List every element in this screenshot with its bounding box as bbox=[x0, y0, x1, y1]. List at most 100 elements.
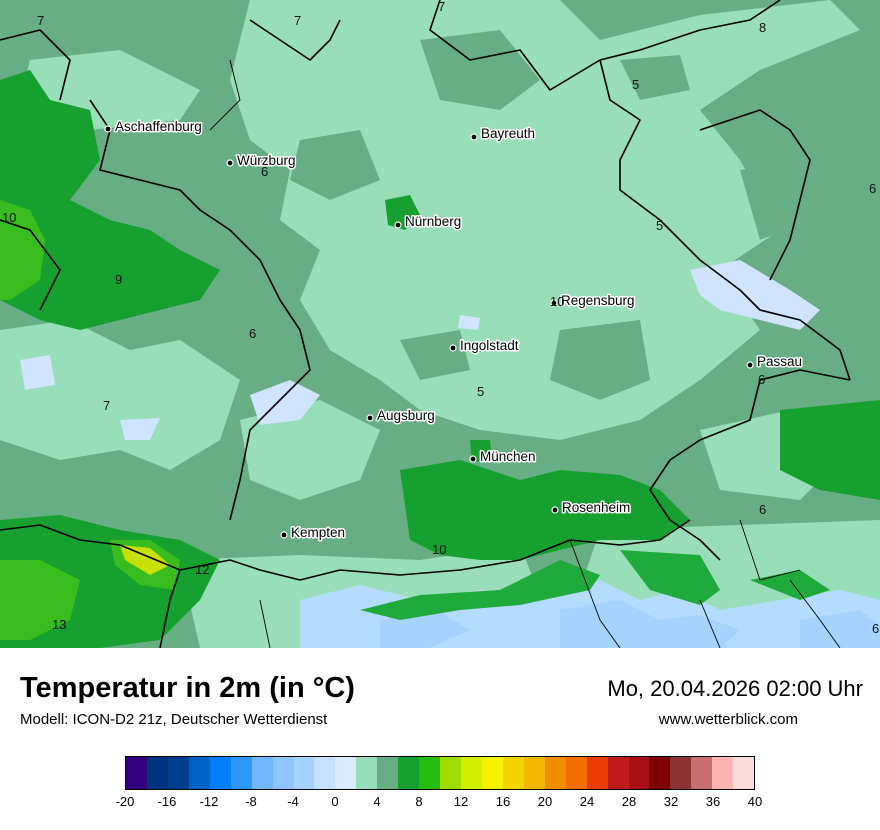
iso-label: 10 bbox=[604, 500, 618, 515]
color-scale bbox=[125, 756, 755, 790]
website-link[interactable]: www.wetterblick.com bbox=[658, 711, 798, 728]
color-scale-tick: 32 bbox=[663, 794, 679, 809]
city-label: Augsburg bbox=[377, 408, 435, 423]
temperature-field-hot bbox=[0, 200, 180, 640]
temperature-field-warm bbox=[0, 70, 880, 648]
city-dot-icon bbox=[226, 159, 234, 167]
city-dot-icon bbox=[104, 125, 112, 133]
iso-label: 6 bbox=[261, 164, 268, 179]
city-regensburg[interactable]: Regensburg bbox=[550, 292, 636, 310]
color-scale-tick: 36 bbox=[705, 794, 721, 809]
iso-label: 5 bbox=[656, 218, 663, 233]
city-dot-icon bbox=[746, 361, 754, 369]
color-scale-swatch bbox=[272, 757, 294, 789]
color-scale-tick: 40 bbox=[747, 794, 763, 809]
city-augsburg[interactable]: Augsburg bbox=[366, 407, 436, 425]
iso-label: 7 bbox=[37, 13, 44, 28]
iso-label: 10 bbox=[550, 294, 564, 309]
color-scale-swatch bbox=[167, 757, 189, 789]
temperature-field-mid bbox=[290, 30, 810, 400]
city-wuerzburg[interactable]: Würzburg bbox=[226, 152, 297, 170]
color-scale-swatch bbox=[586, 757, 608, 789]
color-scale-tick: 28 bbox=[621, 794, 637, 809]
color-scale-tick: 4 bbox=[373, 794, 381, 809]
city-dot-icon bbox=[366, 414, 374, 422]
color-scale-tick: -4 bbox=[287, 794, 299, 809]
city-muenchen[interactable]: München bbox=[469, 448, 537, 466]
color-scale-swatch bbox=[146, 757, 168, 789]
iso-label: 6 bbox=[872, 621, 879, 636]
city-label: Rosenheim bbox=[562, 500, 630, 515]
city-label: Nürnberg bbox=[405, 214, 461, 229]
city-dot-icon bbox=[280, 531, 288, 539]
color-scale-swatch bbox=[209, 757, 231, 789]
iso-label: 5 bbox=[477, 384, 484, 399]
color-scale-tick: 12 bbox=[453, 794, 469, 809]
city-label: Würzburg bbox=[237, 153, 296, 168]
map-footer: Temperatur in 2m (in °C) Modell: ICON-D2… bbox=[0, 648, 880, 830]
city-label: München bbox=[480, 449, 536, 464]
iso-label: 5 bbox=[632, 77, 639, 92]
color-scale-swatch bbox=[314, 757, 336, 789]
city-markers: Aschaffenburg Würzburg Bayreuth Nürnberg… bbox=[104, 118, 804, 542]
iso-label: 9 bbox=[115, 272, 122, 287]
city-ingolstadt[interactable]: Ingolstadt bbox=[449, 337, 520, 355]
color-scale-swatch bbox=[419, 757, 441, 789]
color-scale-tick: 16 bbox=[495, 794, 511, 809]
temperature-map[interactable]: 7 7 7 8 5 6 10 9 6 7 5 6 5 10 6 10 13 6 … bbox=[0, 0, 880, 648]
color-scale-swatch bbox=[440, 757, 461, 789]
color-scale-swatch bbox=[607, 757, 629, 789]
city-dot-icon bbox=[469, 455, 477, 463]
color-scale-swatch bbox=[461, 757, 482, 789]
map-title: Temperatur in 2m (in °C) bbox=[20, 672, 355, 704]
color-scale-swatch bbox=[691, 757, 713, 789]
city-label: Aschaffenburg bbox=[115, 119, 202, 134]
city-dot-icon bbox=[394, 221, 402, 229]
iso-label: 6 bbox=[759, 502, 766, 517]
iso-label: 10 bbox=[432, 542, 446, 557]
color-scale-swatch bbox=[356, 757, 378, 789]
forecast-datetime: Mo, 20.04.2026 02:00 Uhr bbox=[607, 676, 863, 701]
color-scale-tick: -8 bbox=[245, 794, 257, 809]
color-scale-swatch bbox=[398, 757, 420, 789]
city-passau[interactable]: Passau bbox=[746, 353, 804, 371]
color-scale-swatch bbox=[188, 757, 210, 789]
city-bayreuth[interactable]: Bayreuth bbox=[470, 125, 537, 143]
iso-label: 8 bbox=[759, 20, 766, 35]
color-scale-swatch bbox=[230, 757, 252, 789]
temperature-field-alpine-cold bbox=[380, 600, 880, 648]
city-dot-icon bbox=[551, 506, 559, 514]
city-label: Ingolstadt bbox=[460, 338, 519, 353]
color-scale-tick: 8 bbox=[415, 794, 423, 809]
color-scale-tick: 20 bbox=[537, 794, 553, 809]
iso-label: 7 bbox=[438, 0, 445, 14]
color-scale-tick: -12 bbox=[199, 794, 219, 809]
color-scale-tick: -16 bbox=[157, 794, 177, 809]
color-scale-swatch bbox=[523, 757, 545, 789]
color-scale-swatch bbox=[544, 757, 566, 789]
iso-label: 6 bbox=[249, 326, 256, 341]
iso-label: 10 bbox=[2, 210, 16, 225]
color-scale-swatch bbox=[335, 757, 357, 789]
color-scale-swatch bbox=[481, 757, 503, 789]
color-scale-tick: 0 bbox=[331, 794, 339, 809]
city-dot-icon bbox=[449, 344, 457, 352]
iso-label: 13 bbox=[52, 617, 66, 632]
city-aschaffenburg[interactable]: Aschaffenburg bbox=[104, 118, 203, 136]
city-label: Passau bbox=[757, 354, 802, 369]
city-dot-icon bbox=[550, 299, 558, 307]
city-label: Bayreuth bbox=[481, 126, 535, 141]
color-scale-swatch bbox=[565, 757, 587, 789]
city-rosenheim[interactable]: Rosenheim bbox=[551, 499, 632, 517]
city-dot-icon bbox=[470, 133, 478, 141]
color-scale-swatch bbox=[712, 757, 734, 789]
iso-label: 6 bbox=[869, 181, 876, 196]
state-borders bbox=[0, 0, 851, 648]
city-kempten[interactable]: Kempten bbox=[280, 524, 347, 542]
city-nuernberg[interactable]: Nürnberg bbox=[394, 213, 463, 231]
color-scale-tick: -20 bbox=[115, 794, 135, 809]
city-label: Kempten bbox=[291, 525, 345, 540]
color-scale-swatch bbox=[502, 757, 524, 789]
temperature-field-very-warm bbox=[120, 545, 170, 575]
color-scale-ticks: -20 -16 -12 -8 -4 0 4 8 12 16 20 24 28 32 36 40 bbox=[116, 794, 763, 814]
